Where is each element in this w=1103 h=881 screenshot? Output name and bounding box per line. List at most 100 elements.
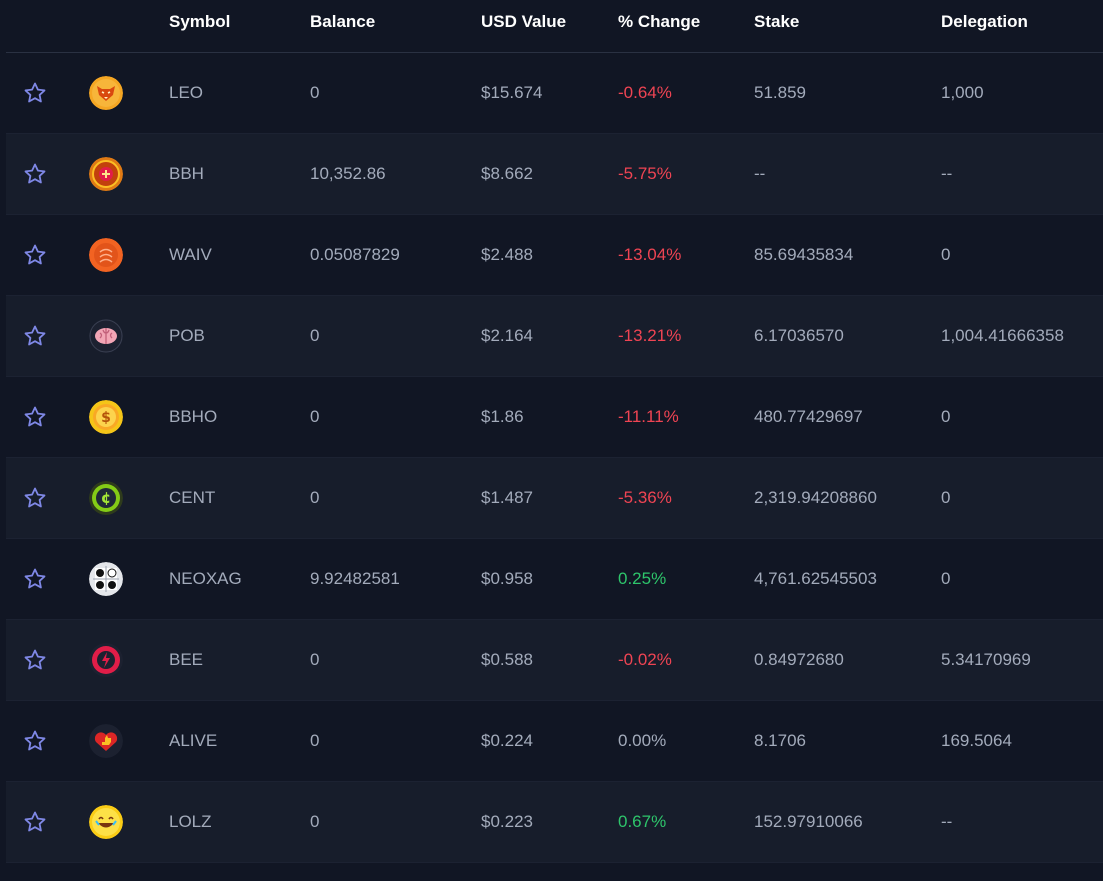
token-change: -13.04%: [618, 245, 682, 264]
token-stake: 4,761.62545503: [754, 569, 877, 588]
column-header-symbol[interactable]: Symbol: [169, 12, 231, 31]
token-balance: 0: [310, 731, 320, 750]
token-usd-value: $0.588: [481, 650, 533, 669]
token-delegation: 0: [941, 569, 951, 588]
favorite-star-icon[interactable]: [23, 405, 47, 429]
favorite-star-icon[interactable]: [23, 324, 47, 348]
token-stake: 85.69435834: [754, 245, 854, 264]
favorite-star-icon[interactable]: [23, 486, 47, 510]
token-change: 0.25%: [618, 569, 667, 588]
token-symbol[interactable]: BEE: [169, 650, 204, 669]
token-balance: 0: [310, 488, 320, 507]
table-row[interactable]: NEOXAG 9.92482581 $0.958 0.25% 4,761.625…: [6, 539, 1103, 620]
column-header-change[interactable]: % Change: [618, 12, 701, 31]
table-row[interactable]: POB 0 $2.164 -13.21% 6.17036570 1,004.41…: [6, 296, 1103, 377]
table-body: LEO 0 $15.674 -0.64% 51.859 1,000 BBH 10…: [6, 53, 1103, 863]
bee-token-icon: [89, 643, 123, 677]
token-delegation: 1,004.41666358: [941, 326, 1064, 345]
token-stake: 0.84972680: [754, 650, 844, 669]
token-symbol[interactable]: BBH: [169, 164, 204, 183]
token-delegation: --: [941, 812, 953, 831]
table-row[interactable]: WAIV 0.05087829 $2.488 -13.04% 85.694358…: [6, 215, 1103, 296]
token-usd-value: $2.488: [481, 245, 533, 264]
table-row[interactable]: LOLZ 0 $0.223 0.67% 152.97910066 --: [6, 782, 1103, 863]
column-header-delegation[interactable]: Delegation: [941, 12, 1028, 31]
alive-token-icon: [89, 724, 123, 758]
token-usd-value: $1.487: [481, 488, 533, 507]
token-change: -5.75%: [618, 164, 672, 183]
token-balance: 0: [310, 83, 320, 102]
favorite-star-icon[interactable]: [23, 162, 47, 186]
table-row[interactable]: BEE 0 $0.588 -0.02% 0.84972680 5.3417096…: [6, 620, 1103, 701]
column-header-stake[interactable]: Stake: [754, 12, 800, 31]
token-change: -0.02%: [618, 650, 672, 669]
token-balance: 0: [310, 812, 320, 831]
token-delegation: 1,000: [941, 83, 984, 102]
token-balance: 0: [310, 650, 320, 669]
token-symbol[interactable]: NEOXAG: [169, 569, 242, 588]
token-symbol[interactable]: BBHO: [169, 407, 218, 426]
token-balance: 10,352.86: [310, 164, 386, 183]
waiv-token-icon: [89, 238, 123, 272]
token-usd-value: $0.958: [481, 569, 533, 588]
token-stake: 6.17036570: [754, 326, 844, 345]
token-change: -5.36%: [618, 488, 672, 507]
token-balance: 0: [310, 326, 320, 345]
favorite-star-icon[interactable]: [23, 243, 47, 267]
favorite-star-icon[interactable]: [23, 810, 47, 834]
token-change: -0.64%: [618, 83, 672, 102]
token-delegation: 0: [941, 407, 951, 426]
table-row[interactable]: ALIVE 0 $0.224 0.00% 8.1706 169.5064: [6, 701, 1103, 782]
token-usd-value: $15.674: [481, 83, 543, 102]
token-stake: 8.1706: [754, 731, 806, 750]
token-symbol[interactable]: ALIVE: [169, 731, 218, 750]
token-symbol[interactable]: WAIV: [169, 245, 212, 264]
token-balance: 0: [310, 407, 320, 426]
token-symbol[interactable]: LEO: [169, 83, 204, 102]
token-usd-value: $0.223: [481, 812, 533, 831]
favorite-star-icon[interactable]: [23, 729, 47, 753]
token-usd-value: $0.224: [481, 731, 533, 750]
pob-token-icon: [89, 319, 123, 353]
token-delegation: 0: [941, 488, 951, 507]
table-row[interactable]: BBH 10,352.86 $8.662 -5.75% -- --: [6, 134, 1103, 215]
table-row[interactable]: ¢ CENT 0 $1.487 -5.36% 2,319.94208860 0: [6, 458, 1103, 539]
token-delegation: 169.5064: [941, 731, 1012, 750]
token-change: -13.21%: [618, 326, 682, 345]
token-stake: 152.97910066: [754, 812, 863, 831]
lolz-token-icon: [89, 805, 123, 839]
token-usd-value: $1.86: [481, 407, 524, 426]
token-symbol[interactable]: CENT: [169, 488, 216, 507]
svg-text:$: $: [101, 410, 111, 426]
token-stake: 480.77429697: [754, 407, 863, 426]
token-stake: --: [754, 164, 766, 183]
table-header: Symbol Balance USD Value % Change Stake …: [6, 0, 1103, 53]
table-row[interactable]: LEO 0 $15.674 -0.64% 51.859 1,000: [6, 53, 1103, 134]
token-balance: 9.92482581: [310, 569, 400, 588]
bbh-token-icon: [89, 157, 123, 191]
token-delegation: --: [941, 164, 953, 183]
token-stake: 51.859: [754, 83, 806, 102]
bbho-token-icon: $: [89, 400, 123, 434]
token-stake: 2,319.94208860: [754, 488, 877, 507]
token-usd-value: $2.164: [481, 326, 533, 345]
token-usd-value: $8.662: [481, 164, 533, 183]
token-change: 0.67%: [618, 812, 667, 831]
svg-text:¢: ¢: [101, 489, 111, 507]
neoxag-token-icon: [89, 562, 123, 596]
token-symbol[interactable]: LOLZ: [169, 812, 212, 831]
token-change: -11.11%: [618, 407, 679, 426]
token-change: 0.00%: [618, 731, 667, 750]
token-symbol[interactable]: POB: [169, 326, 205, 345]
column-header-usd-value[interactable]: USD Value: [481, 12, 567, 31]
table-row[interactable]: $ BBHO 0 $1.86 -11.11% 480.77429697 0: [6, 377, 1103, 458]
token-balance: 0.05087829: [310, 245, 400, 264]
column-header-balance[interactable]: Balance: [310, 12, 376, 31]
favorite-star-icon[interactable]: [23, 648, 47, 672]
favorite-star-icon[interactable]: [23, 81, 47, 105]
token-table: Symbol Balance USD Value % Change Stake …: [6, 0, 1103, 863]
token-delegation: 0: [941, 245, 951, 264]
leo-token-icon: [89, 76, 123, 110]
cent-token-icon: ¢: [89, 481, 123, 515]
favorite-star-icon[interactable]: [23, 567, 47, 591]
